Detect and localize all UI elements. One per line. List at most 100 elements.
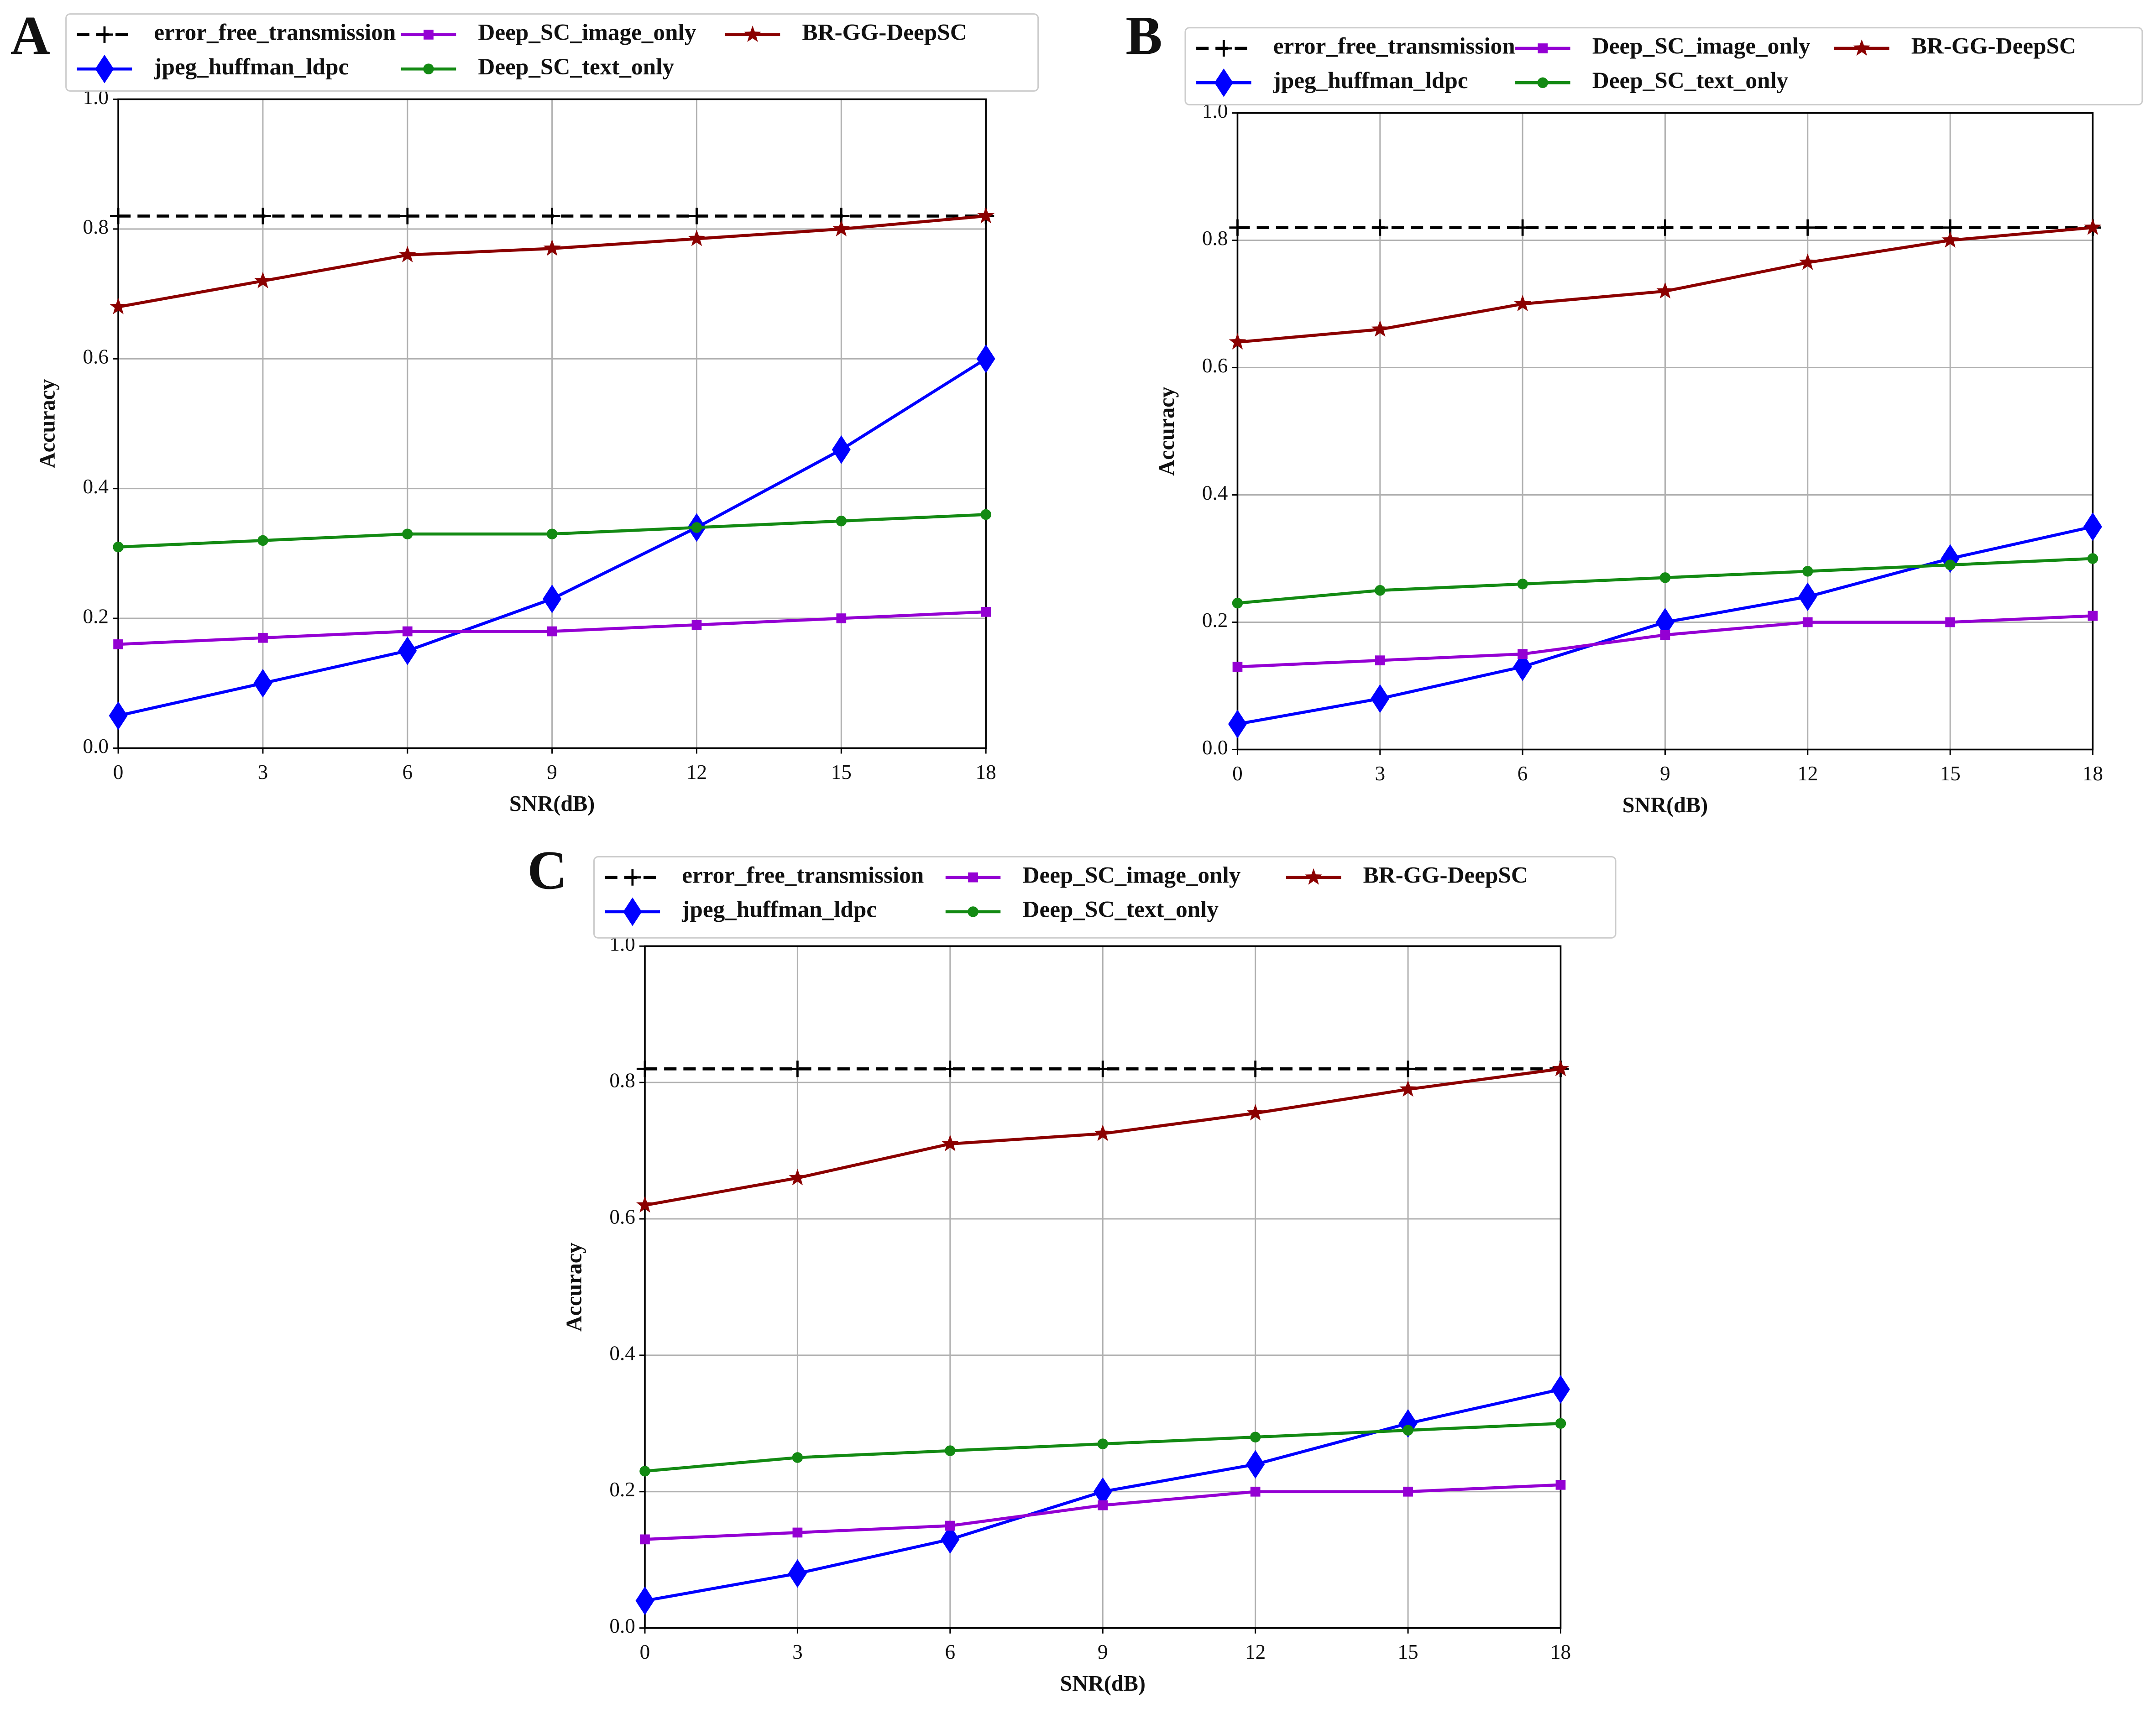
x-tick-label: 0 bbox=[113, 761, 124, 784]
marker bbox=[1232, 662, 1243, 672]
marker bbox=[1517, 579, 1528, 590]
marker bbox=[789, 1169, 806, 1186]
marker bbox=[109, 701, 128, 730]
marker bbox=[1214, 68, 1233, 97]
x-tick-label: 9 bbox=[547, 761, 557, 784]
marker bbox=[1305, 868, 1323, 885]
x-tick-label: 6 bbox=[945, 1641, 956, 1663]
x-tick-label: 12 bbox=[1245, 1641, 1266, 1663]
x-tick-label: 6 bbox=[402, 761, 413, 784]
marker bbox=[789, 1061, 806, 1077]
marker bbox=[976, 344, 995, 373]
y-tick-label: 0.8 bbox=[609, 1069, 635, 1092]
marker bbox=[1798, 582, 1817, 611]
x-tick-label: 3 bbox=[792, 1641, 803, 1663]
x-tick-label: 15 bbox=[1940, 762, 1960, 785]
marker bbox=[980, 509, 991, 520]
marker bbox=[254, 272, 272, 288]
marker bbox=[1656, 282, 1674, 299]
panel-label: A bbox=[10, 6, 50, 67]
x-axis-label: SNR(dB) bbox=[509, 792, 595, 816]
marker bbox=[113, 541, 124, 553]
marker bbox=[1371, 684, 1390, 713]
legend-label: jpeg_huffman_ldpc bbox=[681, 897, 877, 923]
y-tick-label: 0.2 bbox=[609, 1478, 635, 1501]
marker bbox=[624, 869, 641, 886]
marker bbox=[398, 636, 417, 665]
marker bbox=[1403, 1486, 1413, 1497]
marker bbox=[623, 897, 642, 926]
marker bbox=[1660, 630, 1670, 640]
marker bbox=[1514, 295, 1532, 312]
legend-label: Deep_SC_text_only bbox=[1592, 68, 1789, 94]
marker bbox=[1246, 1104, 1264, 1121]
legend-label: BR-GG-DeepSC bbox=[1363, 862, 1528, 888]
marker bbox=[546, 528, 558, 539]
y-axis-label: Accuracy bbox=[36, 379, 60, 468]
legend-box bbox=[65, 13, 1039, 92]
x-tick-label: 18 bbox=[1550, 1641, 1571, 1663]
x-tick-label: 0 bbox=[1232, 762, 1243, 785]
marker bbox=[1537, 77, 1549, 89]
x-tick-label: 9 bbox=[1660, 762, 1670, 785]
marker bbox=[543, 585, 562, 613]
marker bbox=[1250, 1486, 1261, 1497]
x-tick-label: 15 bbox=[1397, 1641, 1418, 1663]
marker bbox=[836, 613, 847, 623]
marker bbox=[942, 1061, 958, 1077]
marker bbox=[1094, 1061, 1111, 1077]
plot-frame bbox=[1236, 112, 2094, 751]
marker bbox=[1247, 1061, 1264, 1077]
marker bbox=[1514, 219, 1531, 236]
marker bbox=[2087, 553, 2098, 564]
marker bbox=[832, 435, 851, 464]
marker bbox=[1371, 320, 1389, 337]
marker bbox=[1552, 1060, 1570, 1076]
legend-label: Deep_SC_image_only bbox=[1592, 33, 1811, 59]
marker bbox=[1375, 655, 1385, 666]
x-tick-label: 12 bbox=[686, 761, 707, 784]
marker bbox=[110, 298, 127, 314]
x-tick-label: 0 bbox=[640, 1641, 650, 1663]
marker bbox=[1098, 1500, 1108, 1510]
marker bbox=[1215, 40, 1232, 57]
marker bbox=[253, 669, 272, 698]
marker bbox=[402, 626, 413, 637]
marker bbox=[792, 1527, 803, 1538]
marker bbox=[1399, 1061, 1417, 1077]
legend-label: jpeg_huffman_ldpc bbox=[153, 54, 349, 80]
marker bbox=[1375, 585, 1386, 596]
y-tick-label: 0.4 bbox=[609, 1342, 635, 1364]
x-tick-label: 18 bbox=[976, 761, 996, 784]
marker bbox=[1799, 253, 1816, 270]
y-tick-label: 0.0 bbox=[83, 735, 109, 758]
marker bbox=[792, 1452, 803, 1463]
marker bbox=[1945, 617, 1955, 627]
marker bbox=[1097, 1438, 1108, 1449]
marker bbox=[402, 528, 413, 539]
marker bbox=[691, 620, 702, 630]
legend-label: error_free_transmission bbox=[1273, 33, 1515, 59]
marker bbox=[1371, 219, 1388, 236]
marker bbox=[945, 1445, 956, 1456]
marker bbox=[113, 639, 123, 649]
marker bbox=[832, 219, 850, 236]
marker bbox=[1518, 649, 1528, 659]
marker bbox=[1555, 1479, 1566, 1490]
plot-frame bbox=[117, 98, 987, 749]
y-tick-label: 0.4 bbox=[1202, 481, 1228, 504]
marker bbox=[636, 1061, 654, 1077]
marker bbox=[96, 26, 113, 43]
marker bbox=[688, 208, 705, 225]
y-tick-label: 0.2 bbox=[1202, 609, 1228, 632]
marker bbox=[1513, 652, 1532, 681]
marker bbox=[258, 632, 268, 643]
marker bbox=[977, 207, 995, 224]
legend-label: Deep_SC_text_only bbox=[478, 54, 674, 80]
marker bbox=[981, 606, 991, 617]
marker bbox=[1229, 333, 1246, 350]
marker bbox=[636, 1196, 654, 1213]
marker bbox=[543, 239, 561, 256]
marker bbox=[639, 1466, 650, 1477]
